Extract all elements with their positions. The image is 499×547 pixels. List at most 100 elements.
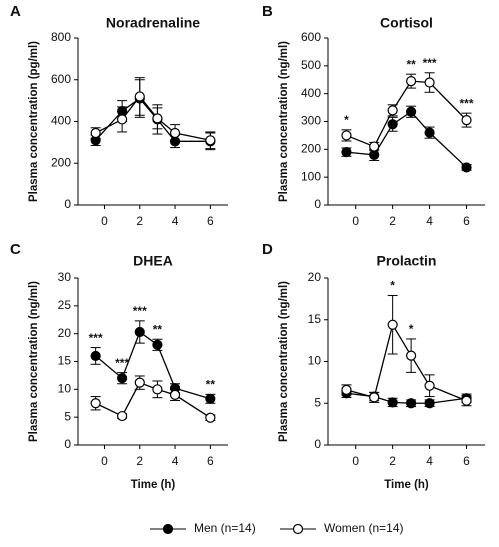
chart-title: DHEA (133, 253, 173, 269)
legend-label: Men (n=14) (194, 521, 256, 535)
x-tick-label: 6 (207, 454, 214, 468)
x-tick-label: 4 (172, 454, 179, 468)
x-tick-label: 2 (389, 454, 396, 468)
data-point (387, 105, 398, 116)
x-tick-label: 4 (172, 214, 179, 228)
data-point (205, 135, 216, 146)
x-tick-label: 0 (101, 214, 108, 228)
legend-label: Women (n=14) (324, 521, 403, 535)
y-tick-label: 0 (314, 197, 321, 211)
data-point (205, 412, 216, 423)
significance: ** (153, 322, 163, 336)
data-point (152, 384, 163, 395)
x-tick-label: 6 (463, 214, 470, 228)
y-tick-label: 10 (58, 382, 72, 396)
data-point (424, 77, 435, 88)
panel: B Cortisol Plasma concentration (ng/ml) 0 10… (262, 3, 485, 228)
panel: C DHEA Plasma concentration (ng/ml) Time (h… (10, 241, 228, 491)
data-point (90, 350, 101, 362)
data-point (117, 105, 128, 117)
y-tick-label: 5 (64, 409, 71, 423)
y-tick-label: 800 (51, 30, 71, 44)
data-point (387, 119, 398, 130)
data-point (341, 147, 352, 158)
significance: * (344, 113, 349, 127)
x-tick-label: 6 (463, 454, 470, 468)
significance: *** (115, 356, 129, 370)
y-axis-label: Plasma concentration (ng/ml) (278, 41, 290, 202)
data-point (369, 149, 380, 160)
panel-label: C (10, 241, 21, 258)
y-tick-label: 600 (51, 72, 71, 86)
data-point (169, 127, 181, 139)
y-tick-label: 30 (58, 270, 72, 284)
chart-title: Cortisol (380, 15, 433, 31)
data-point (461, 162, 472, 173)
significance: *** (89, 331, 103, 345)
data-point (461, 115, 472, 126)
data-point (152, 339, 163, 350)
series-line (346, 110, 467, 168)
x-tick-label: 0 (352, 454, 359, 468)
series-line (95, 97, 211, 142)
x-axis-label: Time (h) (384, 479, 429, 491)
data-point (406, 398, 417, 409)
x-tick-label: 4 (426, 214, 433, 228)
legend: Men (n=14) Women (n=14) (150, 521, 403, 535)
panel-label: D (262, 241, 273, 258)
x-tick-label: 2 (389, 214, 396, 228)
panel: A Noradrenaline Plasma concentration (pg/m… (10, 3, 228, 228)
y-tick-label: 200 (301, 142, 321, 156)
data-point (152, 113, 163, 124)
data-point (369, 141, 380, 152)
significance: *** (423, 56, 437, 70)
significance: ** (406, 57, 416, 71)
y-axis-label: Plasma concentration (ng/ml) (278, 281, 290, 442)
x-tick-label: 6 (207, 214, 214, 228)
data-point (134, 91, 145, 102)
y-tick-label: 600 (301, 30, 321, 44)
chart-title: Prolactin (377, 253, 437, 269)
data-point (424, 398, 435, 409)
y-tick-label: 15 (308, 312, 322, 326)
y-tick-label: 200 (51, 155, 71, 169)
significance: *** (460, 96, 474, 110)
data-point (117, 373, 128, 384)
legend-marker (162, 523, 174, 535)
data-point (169, 136, 181, 147)
significance: ** (206, 378, 216, 392)
significance: * (390, 279, 395, 293)
data-point (205, 393, 216, 404)
legend-marker (292, 523, 304, 535)
series-line (346, 323, 467, 402)
y-tick-label: 400 (301, 86, 321, 100)
data-point (369, 392, 380, 403)
x-axis-label: Time (h) (131, 479, 176, 491)
y-tick-label: 5 (314, 395, 321, 409)
panel: D Prolactin Plasma concentration (ng/ml) Ti… (262, 241, 485, 491)
y-tick-label: 15 (58, 354, 72, 368)
y-tick-label: 100 (301, 169, 321, 183)
data-point (424, 127, 435, 138)
data-point (387, 319, 398, 330)
data-point (117, 410, 128, 422)
x-tick-label: 4 (426, 454, 433, 468)
y-tick-label: 0 (64, 197, 71, 211)
data-point (406, 76, 417, 87)
data-point (117, 114, 128, 125)
y-tick-label: 0 (64, 437, 71, 451)
data-point (134, 326, 145, 338)
y-tick-label: 20 (308, 270, 322, 284)
y-tick-label: 400 (51, 114, 71, 128)
panel-label: A (10, 3, 21, 20)
data-point (387, 397, 398, 408)
data-point (134, 377, 145, 388)
significance: * (409, 322, 414, 336)
data-point (169, 389, 181, 400)
y-tick-label: 10 (308, 354, 322, 368)
y-tick-label: 500 (301, 58, 321, 72)
data-point (90, 127, 101, 139)
series-line (95, 330, 211, 400)
y-tick-label: 25 (58, 298, 72, 312)
x-tick-label: 2 (136, 454, 143, 468)
